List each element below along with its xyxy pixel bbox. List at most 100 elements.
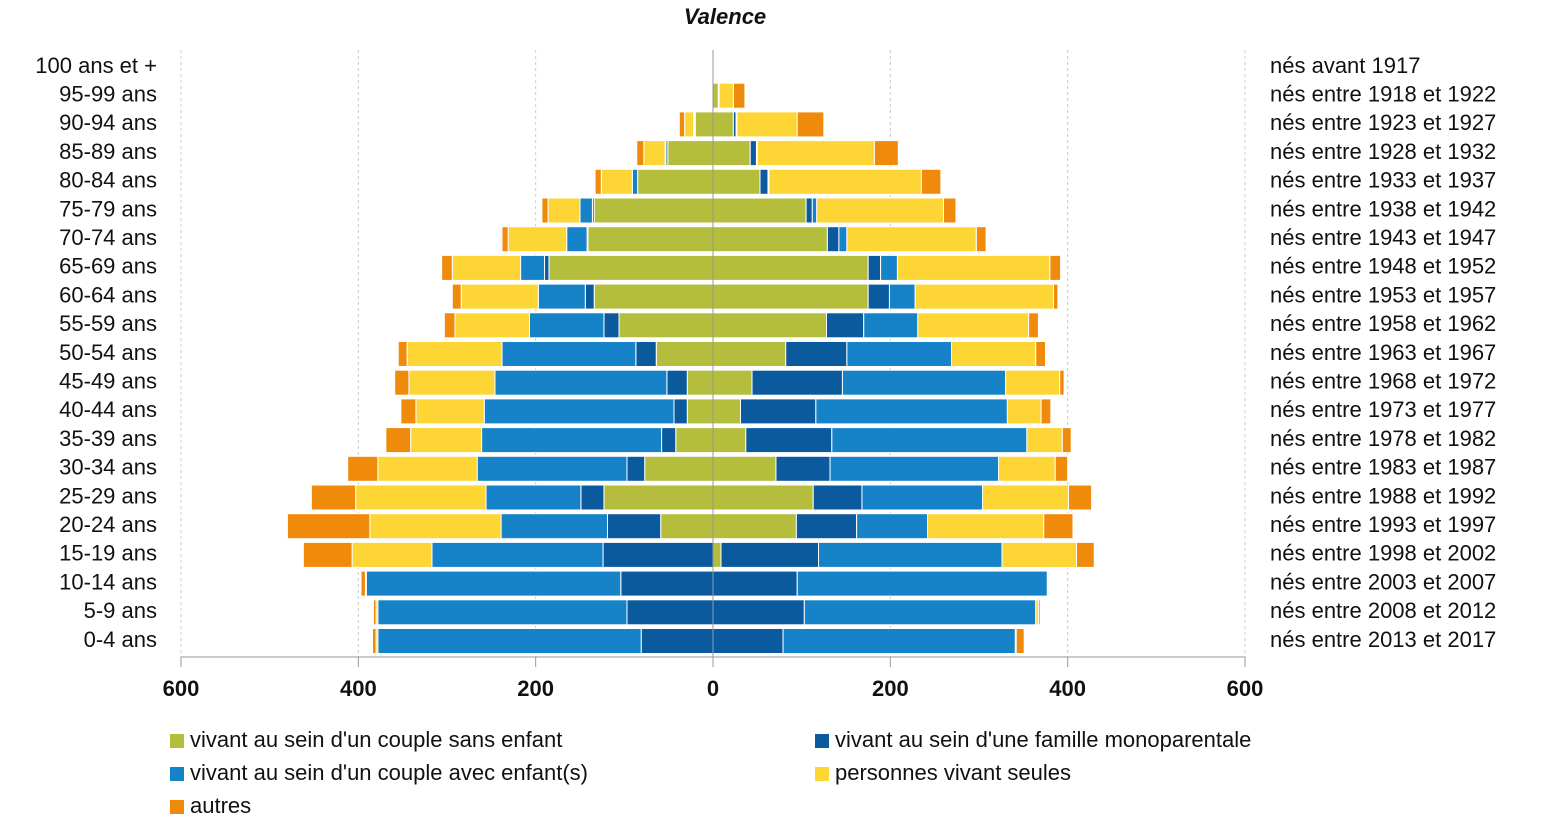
bar-segment — [759, 168, 769, 195]
bar-segment — [507, 226, 568, 253]
bar-segment — [385, 427, 412, 454]
bar-segment — [998, 455, 1056, 482]
bar-segment — [863, 312, 919, 339]
bar-segment — [745, 427, 833, 454]
bar-segment — [812, 484, 863, 511]
bar-segment — [686, 398, 714, 425]
bar-segment — [1068, 484, 1093, 511]
bar-segment — [528, 312, 605, 339]
bar-segment — [712, 312, 827, 339]
bar-segment — [831, 427, 1028, 454]
y2-tick-label: nés entre 1973 et 1977 — [1270, 397, 1496, 422]
bar-segment — [587, 226, 714, 253]
legend-label: vivant au sein d'une famille monoparenta… — [835, 727, 1251, 752]
bar-segment — [951, 341, 1037, 367]
bar-segment — [603, 484, 714, 511]
bar-segment — [678, 111, 686, 138]
y-tick-label: 30-34 ans — [59, 455, 157, 480]
y-tick-label: 85-89 ans — [59, 139, 157, 164]
bar-segment — [377, 455, 478, 482]
bar-segment — [603, 312, 620, 339]
bar-segment — [712, 140, 751, 167]
bar-segment — [600, 168, 633, 195]
bar-segment — [796, 111, 825, 138]
bar-segment — [397, 341, 408, 367]
bar-segment — [365, 570, 622, 597]
bar-segment — [795, 513, 858, 540]
legend-swatch — [170, 800, 184, 814]
bar-segment — [579, 197, 593, 224]
bar-segment — [826, 226, 840, 253]
bar-segment — [712, 427, 747, 454]
y2-tick-label: nés entre 1998 et 2002 — [1270, 541, 1496, 566]
bar-segment — [867, 254, 882, 281]
bar-segment — [751, 369, 843, 396]
bar-segment — [594, 168, 602, 195]
x-tick-label: 400 — [340, 676, 377, 701]
y2-tick-label: nés entre 1988 et 1992 — [1270, 483, 1496, 508]
y-tick-label: 80-84 ans — [59, 168, 157, 193]
bar-segment — [1054, 455, 1069, 482]
bar-segment — [880, 254, 898, 281]
bar-segment — [631, 168, 639, 195]
bar-segment — [675, 427, 714, 454]
bar-segment — [500, 513, 608, 540]
bar-segment — [712, 484, 814, 511]
y2-tick-label: nés entre 1928 et 1932 — [1270, 139, 1496, 164]
chart-title: Valence — [684, 4, 766, 29]
bar-segment — [712, 341, 787, 367]
bar-segment — [718, 82, 734, 109]
bar-segment — [861, 484, 984, 511]
legend-swatch — [815, 734, 829, 748]
bar-segment — [626, 455, 646, 482]
bar-segment — [825, 312, 865, 339]
bar-segment — [602, 541, 714, 568]
legend-label: autres — [190, 793, 251, 818]
bar-segment — [460, 283, 539, 310]
bar-segment — [454, 312, 530, 339]
x-tick-label: 600 — [163, 676, 200, 701]
x-tick-label: 400 — [1049, 676, 1086, 701]
y-tick-label: 50-54 ans — [59, 340, 157, 365]
bar-segment — [712, 599, 805, 626]
legend-swatch — [815, 767, 829, 781]
legend-label: vivant au sein d'un couple avec enfant(s… — [190, 760, 588, 785]
y-tick-label: 45-49 ans — [59, 369, 157, 394]
y-tick-label: 10-14 ans — [59, 569, 157, 594]
bar-segment — [975, 226, 987, 253]
bar-segment — [286, 513, 371, 540]
bar-segment — [580, 484, 605, 511]
bar-segment — [501, 341, 637, 367]
bar-segment — [640, 628, 714, 654]
bar-segment — [775, 455, 831, 482]
bar-segment — [369, 513, 502, 540]
bar-segment — [606, 513, 662, 540]
y2-tick-label: nés entre 1993 et 1997 — [1270, 512, 1496, 537]
bar-segment — [712, 226, 828, 253]
bar-segment — [694, 111, 714, 138]
bar-segment — [643, 140, 666, 167]
bar-segment — [485, 484, 582, 511]
bar-segment — [805, 197, 813, 224]
bar-segment — [1006, 398, 1042, 425]
bar-segment — [644, 455, 714, 482]
legend-label: vivant au sein d'un couple sans enfant — [190, 727, 562, 752]
bar-segment — [636, 140, 645, 167]
bar-segment — [739, 398, 817, 425]
y2-tick-label: nés entre 1923 et 1927 — [1270, 110, 1496, 135]
legend-swatch — [170, 734, 184, 748]
bar-segment — [443, 312, 456, 339]
bar-segment — [355, 484, 487, 511]
bar-segment — [372, 628, 377, 654]
bar-segment — [667, 140, 714, 167]
y-tick-label: 75-79 ans — [59, 196, 157, 221]
bar-segment — [494, 369, 668, 396]
y2-tick-label: nés avant 1917 — [1270, 53, 1420, 78]
bar-segment — [896, 254, 1051, 281]
bar-segment — [406, 341, 503, 367]
bar-segment — [846, 341, 953, 367]
bar-segment — [841, 369, 1007, 396]
bar-segment — [943, 197, 957, 224]
y-tick-label: 0-4 ans — [84, 627, 157, 652]
